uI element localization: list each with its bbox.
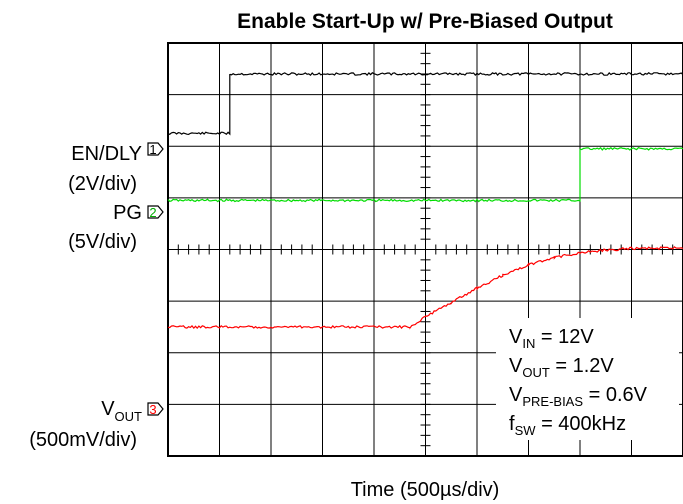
svg-text:3: 3 [149,402,156,417]
annotation-vin: VIN = 12V [509,326,594,351]
scope-traces [167,72,683,330]
annotation-vprebias: VPRE-BIAS = 0.6V [509,384,648,409]
ch1-label: EN/DLY [71,143,142,165]
trace-3 [167,246,683,330]
svg-text:2: 2 [149,205,156,220]
scope-grid [167,42,683,457]
annotation-vout: VOUT = 1.2V [509,355,614,380]
x-axis-label: Time (500µs/div) [351,479,500,501]
trace-1 [167,72,683,136]
annotation-fsw: fSW = 400kHz [509,413,626,438]
ch3-marker: 3 [147,402,164,417]
plot-frame [167,42,683,457]
conditions-box [496,318,679,440]
ch1-marker: 1 [147,142,164,157]
ch1-scale: (2V/div) [68,173,137,195]
ch2-marker: 2 [147,205,164,220]
ch3-label: VOUT [101,398,142,424]
chart-title: Enable Start-Up w/ Pre-Biased Output [237,10,613,33]
ch2-scale: (5V/div) [68,231,137,253]
svg-text:1: 1 [149,142,156,157]
ch3-scale: (500mV/div) [29,429,137,451]
ch2-label: PG [113,202,142,224]
trace-2 [167,146,683,203]
